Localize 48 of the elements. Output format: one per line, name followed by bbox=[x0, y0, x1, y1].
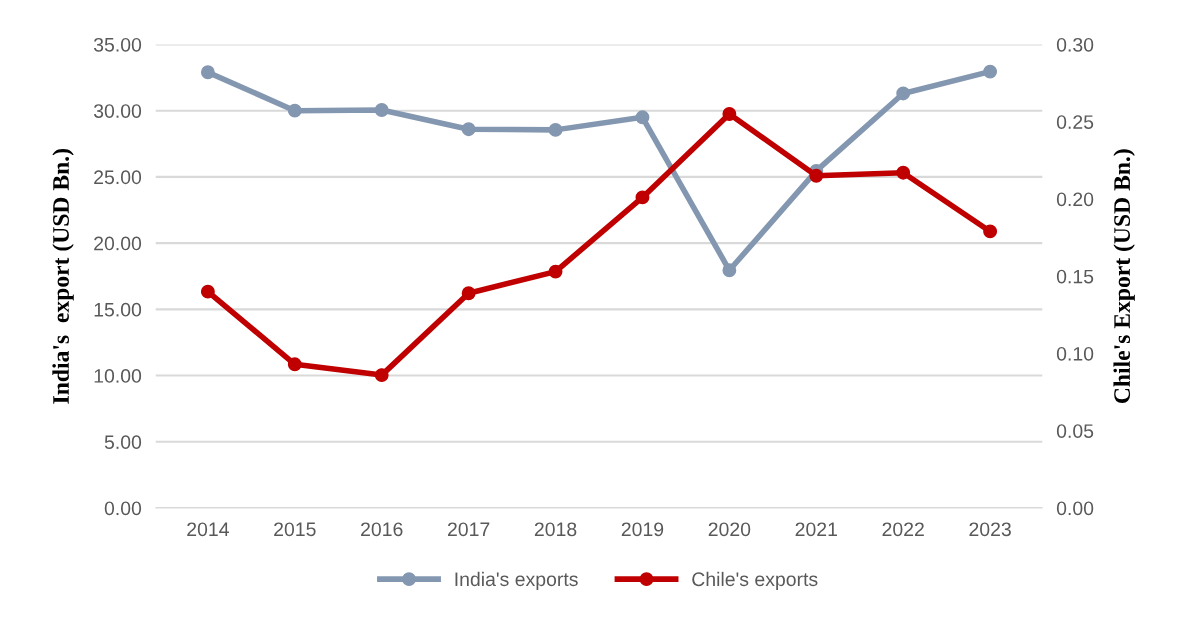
y-tick-label: 10.00 bbox=[94, 369, 142, 383]
y-tick-label: 5.00 bbox=[104, 435, 142, 450]
x-tick-label: 2017 bbox=[447, 522, 490, 537]
legend-label: Chile's exports bbox=[692, 571, 818, 590]
point bbox=[896, 86, 911, 101]
y-tick-label: 30.00 bbox=[93, 104, 142, 118]
y-tick-label: 35.00 bbox=[93, 37, 142, 52]
y-axis-title: India's export (USD Bn.) bbox=[52, 149, 74, 404]
y2-tick-label: 0.05 bbox=[1056, 424, 1094, 438]
y2-tick-label: 0.25 bbox=[1056, 115, 1094, 129]
x-tick-label: 2023 bbox=[969, 522, 1011, 537]
legend-label: India's exports bbox=[455, 571, 578, 590]
x-tick-label: 2020 bbox=[708, 522, 751, 537]
x-tick-label: 2015 bbox=[274, 522, 316, 537]
point bbox=[635, 110, 650, 125]
point bbox=[461, 286, 476, 301]
point bbox=[548, 264, 563, 279]
x-tick-label: 2014 bbox=[187, 522, 229, 537]
point bbox=[374, 368, 389, 383]
point bbox=[374, 103, 389, 117]
x-tick-label: 2019 bbox=[621, 522, 664, 537]
y2-axis-title: Chile's Export (USD Bn.) bbox=[1113, 149, 1135, 403]
x-tick-label: 2018 bbox=[534, 522, 577, 537]
x-tick-label: 2016 bbox=[361, 522, 403, 537]
y2-tick-label: 0.00 bbox=[1056, 501, 1094, 516]
y2-tick-label: 0.20 bbox=[1056, 192, 1094, 207]
point bbox=[983, 224, 998, 239]
point bbox=[287, 103, 302, 118]
point bbox=[809, 168, 824, 183]
point bbox=[461, 122, 476, 137]
y2-tick-label: 0.10 bbox=[1056, 346, 1094, 361]
point bbox=[635, 190, 650, 205]
y-tick-label: 0.00 bbox=[104, 501, 142, 516]
point bbox=[200, 65, 215, 80]
y-tick-label: 15.00 bbox=[94, 302, 142, 317]
y-tick-label: 20.00 bbox=[94, 236, 142, 251]
point bbox=[722, 263, 737, 278]
point bbox=[548, 122, 563, 137]
y2-tick-label: 0.15 bbox=[1056, 269, 1094, 284]
point bbox=[200, 284, 215, 299]
y-tick-label: 25.00 bbox=[94, 170, 142, 185]
point bbox=[722, 107, 737, 121]
point bbox=[983, 64, 998, 79]
y2-tick-label: 0.30 bbox=[1056, 37, 1094, 52]
x-tick-label: 2022 bbox=[882, 522, 924, 537]
point bbox=[287, 357, 302, 372]
x-tick-label: 2021 bbox=[795, 522, 837, 537]
point bbox=[896, 165, 911, 180]
